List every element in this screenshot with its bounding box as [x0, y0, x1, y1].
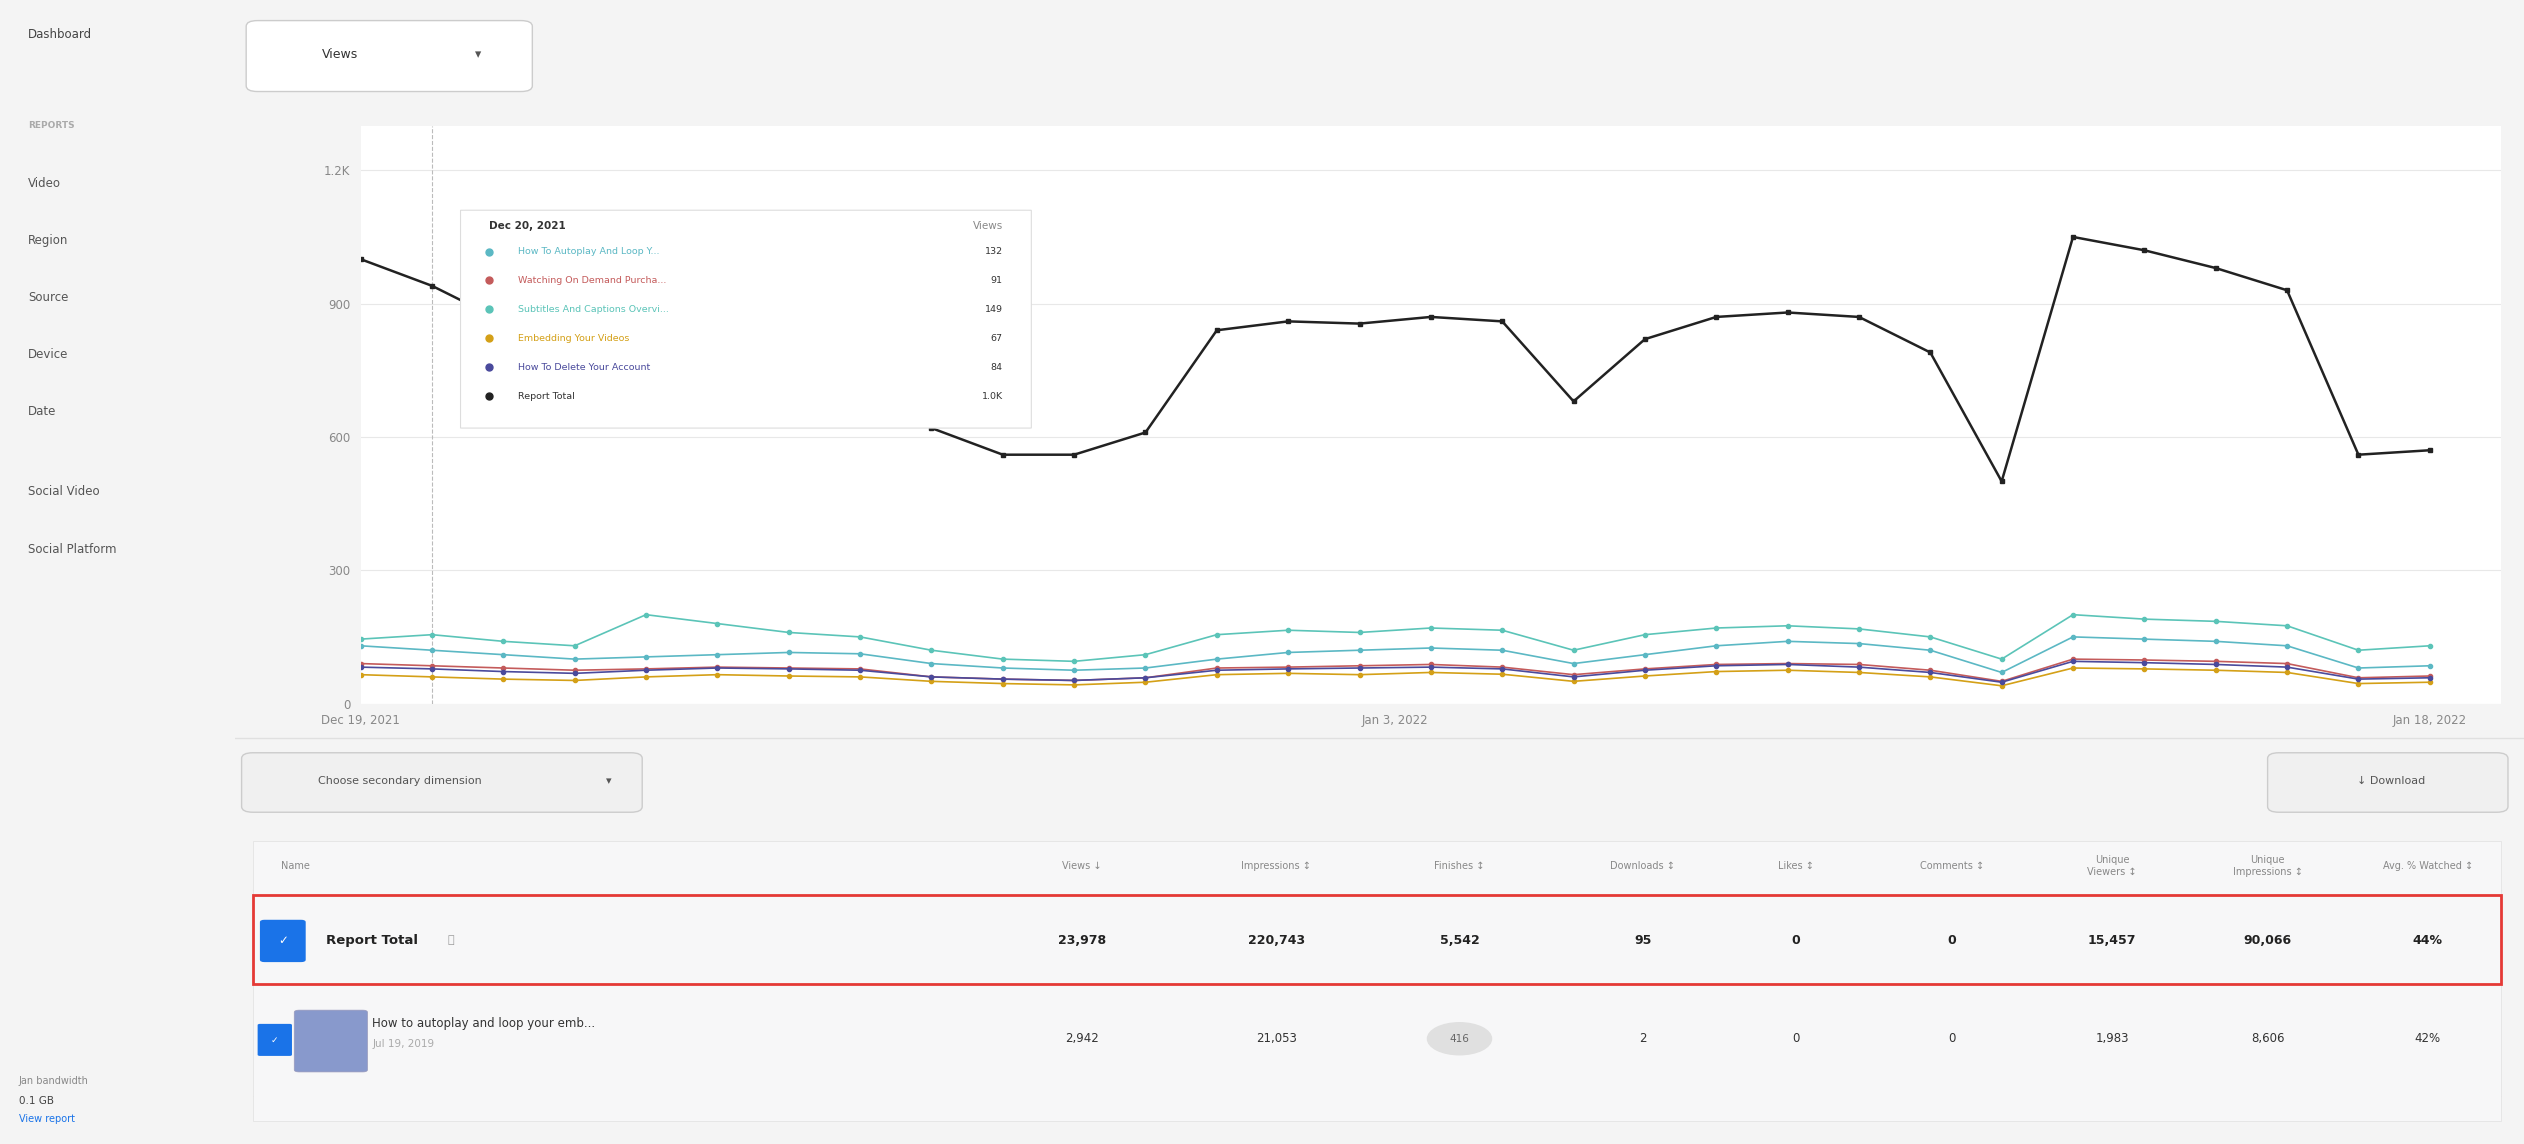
Text: View report: View report	[18, 1114, 76, 1123]
Text: 84: 84	[992, 363, 1002, 372]
Text: 2,942: 2,942	[1065, 1032, 1098, 1046]
Text: 8,606: 8,606	[2251, 1032, 2284, 1046]
Text: Finishes ↕: Finishes ↕	[1434, 861, 1484, 871]
FancyBboxPatch shape	[260, 920, 305, 962]
FancyBboxPatch shape	[257, 1024, 293, 1056]
Text: Unique
Viewers ↕: Unique Viewers ↕	[2087, 856, 2138, 876]
Text: 67: 67	[992, 334, 1002, 343]
Text: How To Delete Your Account: How To Delete Your Account	[517, 363, 649, 372]
Text: Comments ↕: Comments ↕	[1921, 861, 1984, 871]
Text: 0.1 GB: 0.1 GB	[18, 1096, 53, 1105]
Text: Name: Name	[280, 861, 310, 871]
Text: ▾: ▾	[606, 777, 611, 786]
Text: Embedding Your Videos: Embedding Your Videos	[517, 334, 628, 343]
Text: Avg. % Watched ↕: Avg. % Watched ↕	[2383, 861, 2474, 871]
Text: ↓ Download: ↓ Download	[2357, 777, 2426, 786]
Text: Device: Device	[28, 348, 68, 362]
Text: 0: 0	[1949, 934, 1956, 947]
Text: 95: 95	[1633, 934, 1651, 947]
Text: Views ↓: Views ↓	[1063, 861, 1100, 871]
Text: Dashboard: Dashboard	[28, 27, 93, 41]
Text: Jul 19, 2019: Jul 19, 2019	[371, 1040, 434, 1049]
Text: 0: 0	[1949, 1032, 1956, 1046]
Circle shape	[1429, 1023, 1492, 1055]
Text: 132: 132	[984, 247, 1002, 256]
Text: Date: Date	[28, 405, 56, 419]
Text: 1.0K: 1.0K	[982, 391, 1002, 400]
Text: Source: Source	[28, 291, 68, 304]
FancyBboxPatch shape	[252, 841, 2501, 1121]
Text: 5,542: 5,542	[1439, 934, 1479, 947]
Text: How to autoplay and loop your emb...: How to autoplay and loop your emb...	[371, 1017, 596, 1031]
Text: Jan bandwidth: Jan bandwidth	[18, 1077, 88, 1086]
Text: 1,983: 1,983	[2095, 1032, 2128, 1046]
Text: REPORTS: REPORTS	[28, 121, 76, 130]
Text: 91: 91	[992, 276, 1002, 285]
Text: Report Total: Report Total	[517, 391, 575, 400]
Text: Social Video: Social Video	[28, 485, 101, 499]
Text: 15,457: 15,457	[2087, 934, 2135, 947]
Text: Social Platform: Social Platform	[28, 542, 116, 556]
FancyBboxPatch shape	[295, 1010, 369, 1072]
Text: Impressions ↕: Impressions ↕	[1242, 861, 1312, 871]
Text: 0: 0	[1792, 1032, 1800, 1046]
Text: ✓: ✓	[270, 1035, 278, 1044]
Text: Region: Region	[28, 233, 68, 247]
Text: Unique
Impressions ↕: Unique Impressions ↕	[2234, 856, 2302, 876]
Text: 149: 149	[984, 305, 1002, 313]
Text: ▾: ▾	[475, 48, 482, 62]
Text: ✓: ✓	[278, 934, 288, 947]
Text: Video: Video	[28, 176, 61, 190]
Text: 42%: 42%	[2415, 1032, 2441, 1046]
FancyBboxPatch shape	[459, 210, 1032, 428]
FancyBboxPatch shape	[252, 895, 2501, 984]
Text: Report Total: Report Total	[326, 934, 419, 947]
Text: Views: Views	[321, 48, 358, 62]
Text: 220,743: 220,743	[1247, 934, 1305, 947]
Text: 21,053: 21,053	[1257, 1032, 1297, 1046]
FancyBboxPatch shape	[2267, 753, 2509, 812]
Text: How To Autoplay And Loop Y...: How To Autoplay And Loop Y...	[517, 247, 659, 256]
Text: Dec 20, 2021: Dec 20, 2021	[490, 221, 565, 231]
Text: Likes ↕: Likes ↕	[1777, 861, 1815, 871]
FancyBboxPatch shape	[242, 753, 641, 812]
Text: 0: 0	[1792, 934, 1800, 947]
Text: 416: 416	[1449, 1034, 1469, 1043]
Text: 2: 2	[1638, 1032, 1646, 1046]
FancyBboxPatch shape	[247, 21, 533, 92]
Text: 44%: 44%	[2413, 934, 2443, 947]
Text: 23,978: 23,978	[1058, 934, 1106, 947]
Text: Downloads ↕: Downloads ↕	[1610, 861, 1676, 871]
Text: Choose secondary dimension: Choose secondary dimension	[318, 777, 482, 786]
Text: Views: Views	[972, 221, 1002, 231]
Text: ⓘ: ⓘ	[447, 936, 454, 945]
Text: Watching On Demand Purcha...: Watching On Demand Purcha...	[517, 276, 666, 285]
Text: Subtitles And Captions Overvi...: Subtitles And Captions Overvi...	[517, 305, 669, 313]
Text: 90,066: 90,066	[2244, 934, 2292, 947]
